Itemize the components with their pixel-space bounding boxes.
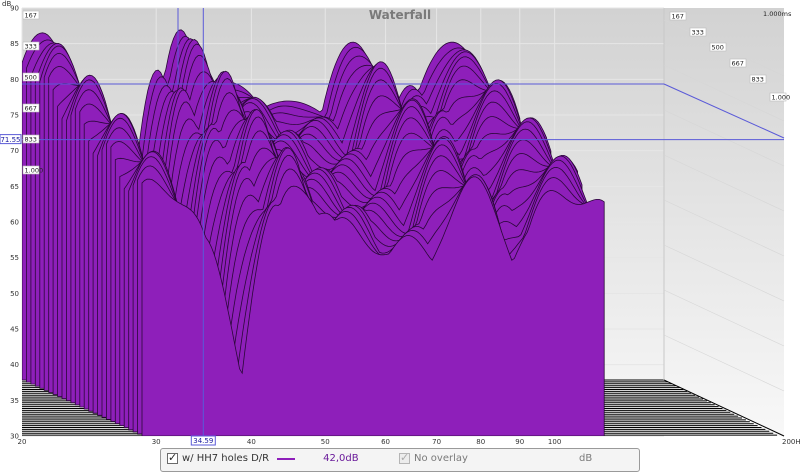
time-right-box (689, 27, 707, 37)
time-right-label: 333 (692, 29, 704, 37)
x-tick-label: 70 (432, 438, 441, 446)
cursor-lines[interactable]: 34.59 71.55 (0, 8, 784, 446)
time-right-label: 667 (732, 60, 744, 68)
perspective-grid-line (663, 334, 785, 392)
perspective-grid-line (663, 109, 785, 167)
y-tick-label: 65 (10, 183, 19, 191)
cursor-y-label: 71.55 (0, 136, 20, 144)
time-left-label: 833 (25, 136, 37, 144)
perspective-grid-line (663, 64, 785, 122)
x-tick-label: 90 (515, 438, 524, 446)
y-tick-label: 55 (10, 254, 19, 262)
time-left-box (22, 72, 40, 82)
series-toggle[interactable]: w/ HH7 holes D/R 42,0dB (167, 451, 359, 464)
perspective-grid-line (663, 154, 785, 212)
time-left-label: 667 (25, 105, 37, 113)
overlay-checkbox[interactable] (399, 451, 410, 464)
chart-title: Waterfall (369, 8, 431, 22)
x-tick-label: 30 (152, 438, 161, 446)
y-tick-label: 35 (10, 397, 19, 405)
waterfall-slice (141, 176, 605, 436)
time-right-box (709, 42, 727, 52)
waterfall-slices (22, 29, 605, 436)
time-left-label: 167 (25, 12, 37, 20)
overlay-label: No overlay (414, 453, 468, 464)
time-right-label: 1.000 (772, 94, 791, 102)
x-tick-label: 80 (476, 438, 485, 446)
waterfall-chart: 34.59 71.55 90 85 80 75 70 65 60 55 50 45 40 35 30 20… (0, 0, 800, 446)
time-left-box (22, 41, 40, 51)
time-left-box (22, 165, 40, 175)
x-tick-label: 60 (381, 438, 390, 446)
time-left-label: 1.000 (25, 167, 44, 175)
y-tick-label: 90 (10, 5, 19, 13)
perspective-grid-line (663, 289, 785, 347)
cursor-y-box (0, 134, 22, 145)
cursor-x-label: 34.59 (193, 437, 213, 445)
y-tick-label: 60 (10, 219, 19, 227)
perspective-grid-line (663, 244, 785, 302)
time-left-box (22, 10, 40, 20)
unit-label-wrap: dB (579, 453, 592, 464)
y-axis: 90 85 80 75 70 65 60 55 50 45 40 35 30 (10, 5, 19, 441)
y-axis-unit: dB (2, 0, 11, 8)
floor-edge (663, 379, 785, 437)
x-axis: 20 30 40 50 60 70 80 90 100 (18, 438, 562, 446)
x-axis-end-label: 200Hz (782, 438, 800, 446)
time-left-label: 500 (25, 74, 37, 82)
legend-bar: w/ HH7 holes D/R 42,0dB No overlay dB (160, 448, 640, 472)
time-axis-top-label: 1.000ms (763, 10, 792, 18)
perspective-lines (663, 8, 785, 437)
series-checkbox[interactable] (167, 451, 178, 464)
time-left-label: 333 (25, 43, 37, 51)
perspective-grid-line (663, 199, 785, 257)
x-tick-label: 100 (548, 438, 561, 446)
unit-label: dB (579, 453, 593, 464)
time-left-box (22, 134, 40, 144)
y-tick-label: 30 (10, 433, 19, 441)
time-left-box (22, 103, 40, 113)
time-right-label: 833 (752, 76, 764, 84)
time-right-label: 500 (712, 44, 724, 52)
time-right-box (669, 11, 687, 21)
cursor-x-box (190, 435, 216, 446)
time-right-label: 167 (672, 13, 684, 21)
x-tick-label: 20 (18, 438, 27, 446)
series-label: w/ HH7 holes D/R (182, 453, 270, 464)
y-tick-label: 50 (10, 290, 19, 298)
overlay-toggle[interactable]: No overlay (399, 451, 468, 464)
series-color-swatch (277, 457, 296, 460)
time-right-box (769, 92, 787, 102)
y-tick-label: 80 (10, 76, 19, 84)
y-tick-label: 45 (10, 326, 19, 334)
time-right-box (729, 58, 747, 68)
perspective-cursor-line (663, 83, 785, 139)
time-right-box (749, 74, 767, 84)
y-tick-label: 85 (10, 40, 19, 48)
x-tick-label: 40 (247, 438, 256, 446)
x-tick-label: 50 (321, 438, 330, 446)
series-value: 42,0dB (323, 453, 359, 464)
y-tick-label: 40 (10, 361, 19, 369)
time-axis-labels: 167 333 500 667 833 1.000 167 333 500 667 833 1.000 (22, 10, 791, 175)
y-tick-label: 75 (10, 112, 19, 120)
y-tick-label: 70 (10, 147, 19, 155)
